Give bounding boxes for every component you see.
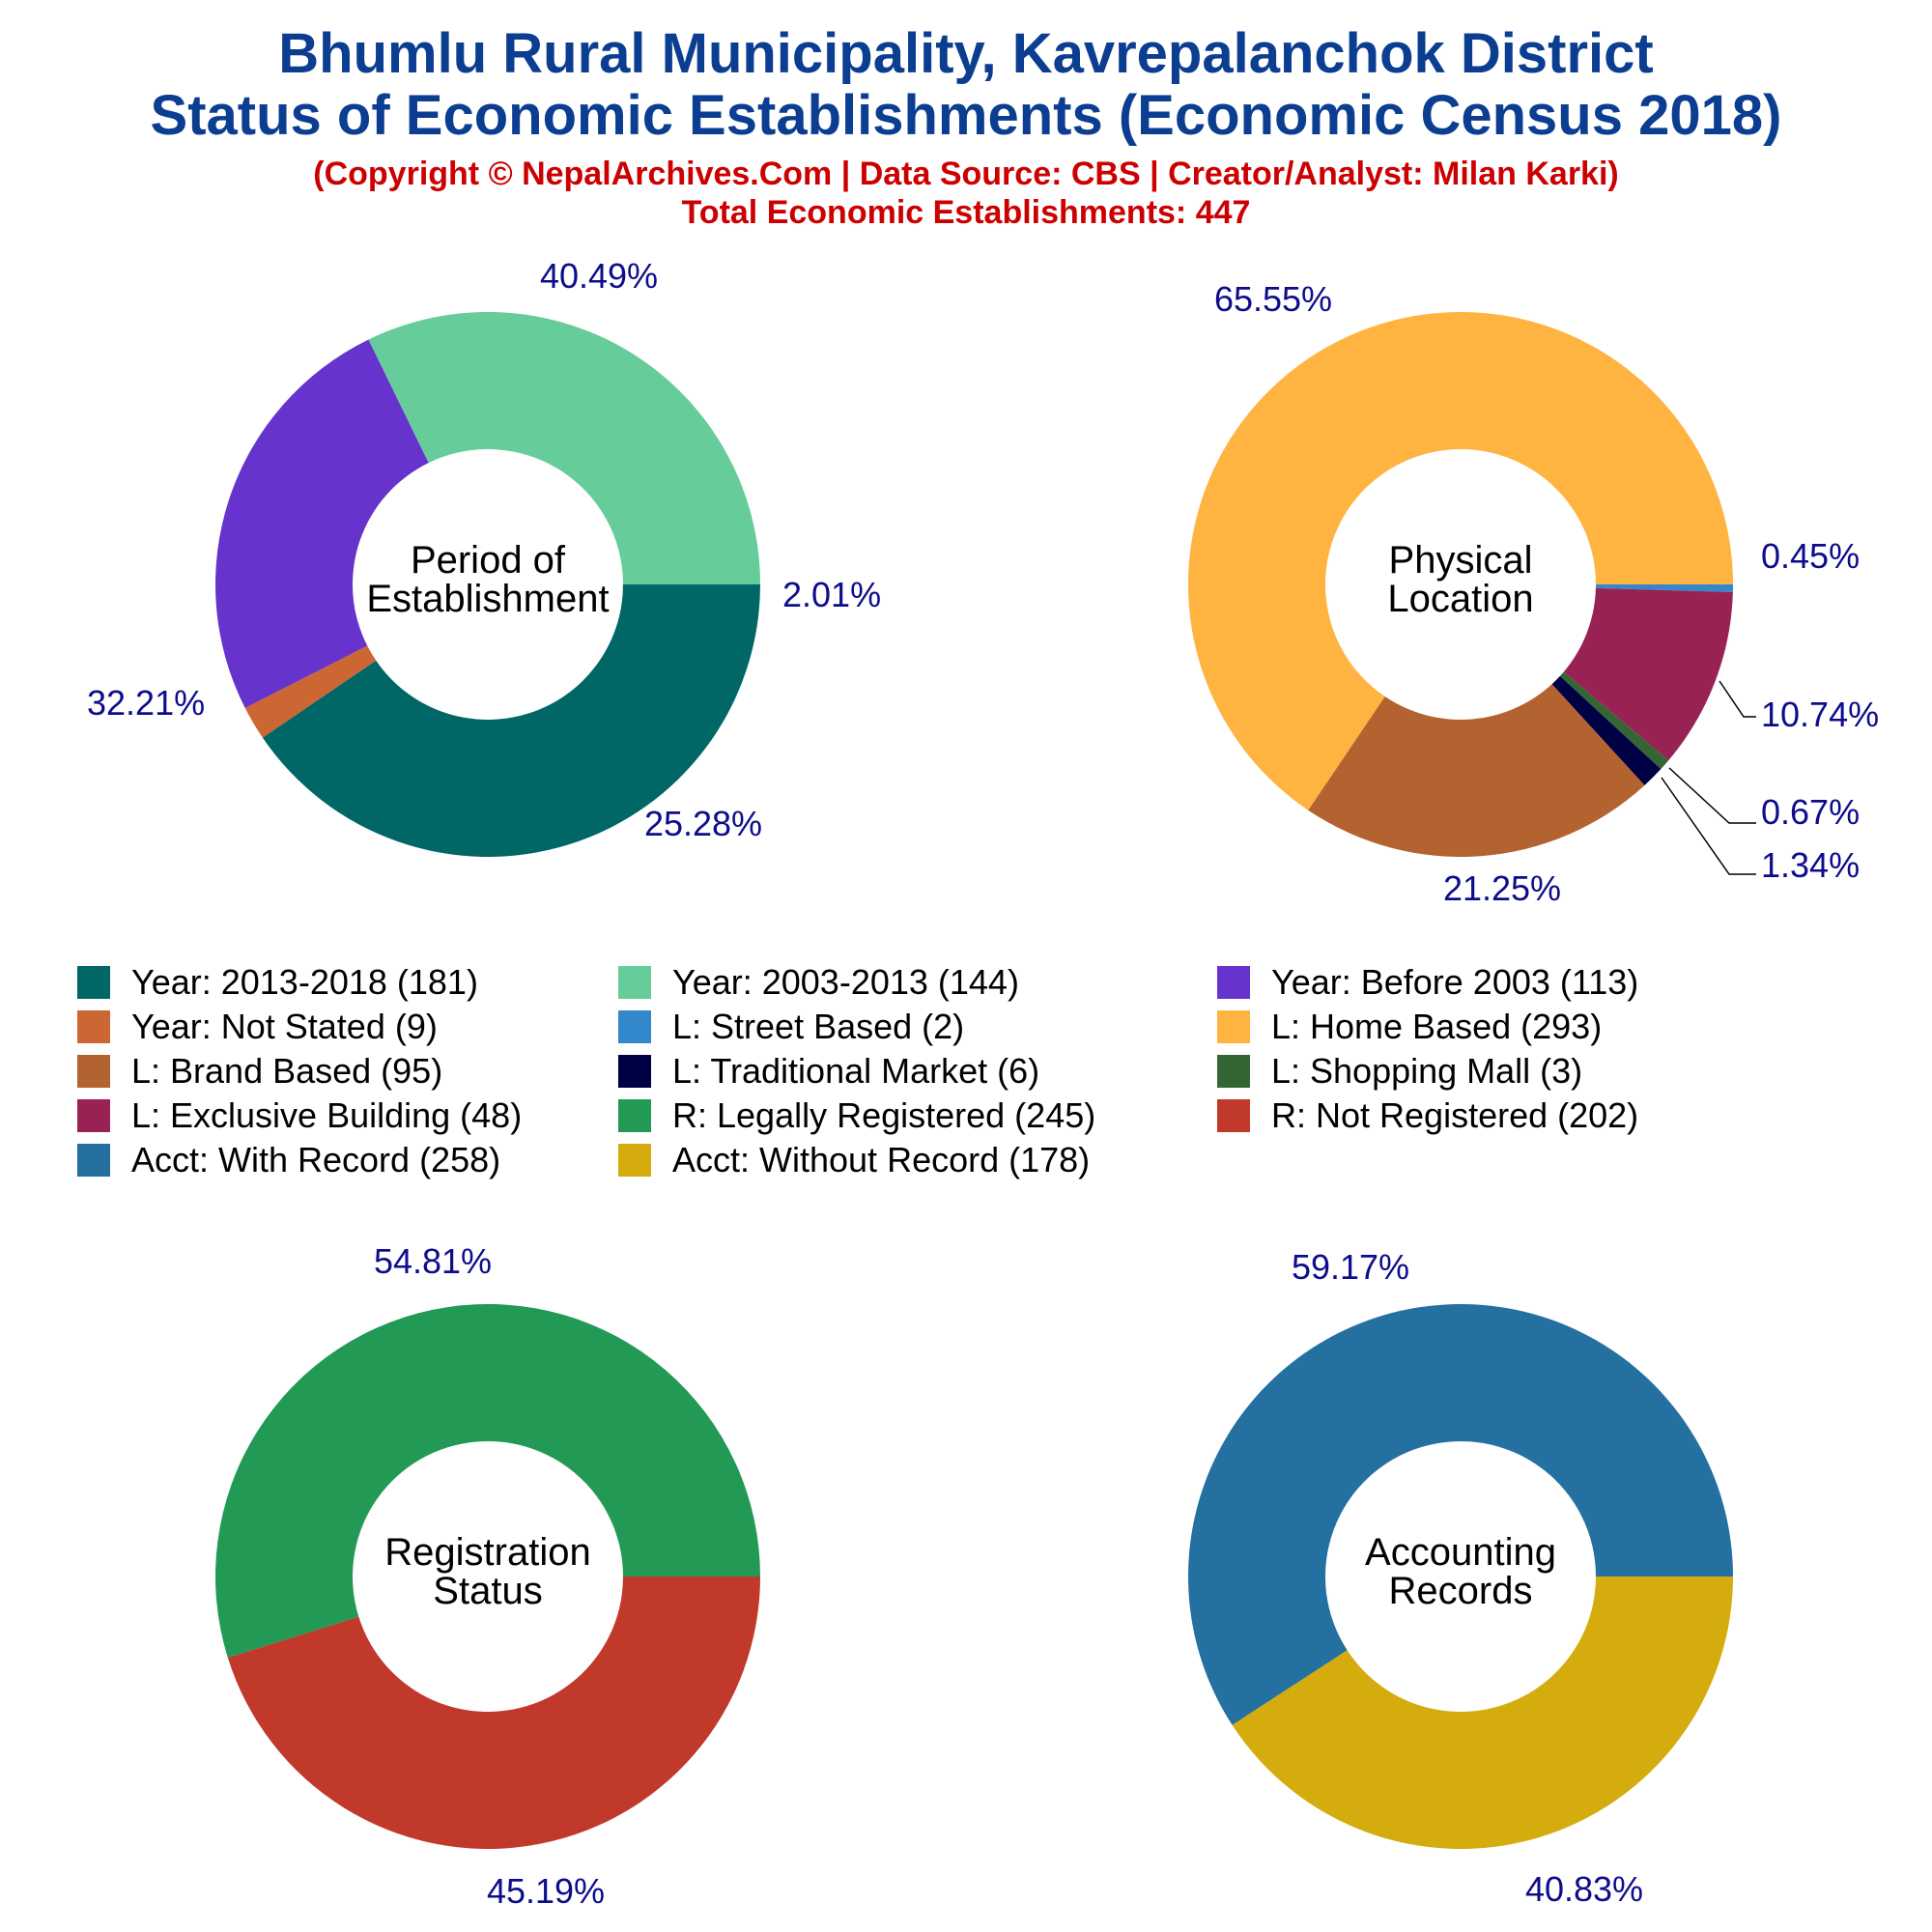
total-establishments: Total Economic Establishments: 447 bbox=[681, 194, 1251, 231]
donut-center-label: Accounting bbox=[1365, 1531, 1556, 1574]
legend-item: R: Legally Registered (245) bbox=[618, 1094, 1095, 1137]
label-leader-line bbox=[1661, 777, 1756, 875]
legend-swatch bbox=[618, 1144, 651, 1177]
donut-slice bbox=[214, 339, 429, 708]
chart-title-line1: Bhumlu Rural Municipality, Kavrepalancho… bbox=[278, 22, 1654, 85]
slice-percent-label: 2.01% bbox=[782, 575, 881, 614]
legend-item: L: Shopping Mall (3) bbox=[1217, 1050, 1582, 1093]
slice-percent-label: 0.67% bbox=[1761, 792, 1860, 832]
slice-percent-label: 59.17% bbox=[1292, 1247, 1409, 1287]
donut-slice bbox=[368, 312, 760, 584]
legend-item: Acct: Without Record (178) bbox=[618, 1139, 1090, 1181]
legend-item: L: Home Based (293) bbox=[1217, 1006, 1602, 1048]
slice-percent-label: 32.21% bbox=[87, 683, 205, 723]
slice-percent-label: 40.83% bbox=[1525, 1869, 1643, 1909]
legend-label: Year: 2003-2013 (144) bbox=[672, 962, 1019, 1002]
legend-label: R: Not Registered (202) bbox=[1271, 1095, 1639, 1135]
legend-item: Year: 2013-2018 (181) bbox=[77, 961, 478, 1004]
donut-center-label: Registration bbox=[384, 1531, 590, 1574]
donut-slice bbox=[1187, 311, 1733, 810]
legend-swatch bbox=[77, 1144, 110, 1177]
label-leader-line bbox=[1719, 680, 1756, 718]
copyright-line: (Copyright © NepalArchives.Com | Data So… bbox=[313, 156, 1619, 192]
donut-slice bbox=[1563, 587, 1733, 761]
legend-item: Acct: With Record (258) bbox=[77, 1139, 500, 1181]
legend-swatch bbox=[618, 1055, 651, 1088]
legend-item: R: Not Registered (202) bbox=[1217, 1094, 1638, 1137]
slice-percent-label: 1.34% bbox=[1761, 845, 1860, 885]
slice-percent-label: 65.55% bbox=[1214, 279, 1332, 319]
legend-label: Acct: Without Record (178) bbox=[672, 1140, 1091, 1179]
legend-label: Year: 2013-2018 (181) bbox=[131, 962, 478, 1002]
donut-center-label: Location bbox=[1387, 578, 1533, 620]
legend-item: Year: Not Stated (9) bbox=[77, 1006, 438, 1048]
slice-percent-label: 21.25% bbox=[1443, 868, 1561, 908]
slice-percent-label: 40.49% bbox=[540, 256, 658, 296]
slice-percent-label: 54.81% bbox=[374, 1241, 492, 1281]
legend-label: L: Brand Based (95) bbox=[131, 1051, 443, 1091]
donut-slice bbox=[1187, 1303, 1733, 1725]
legend-swatch bbox=[1217, 1010, 1250, 1043]
donut-center-label: Establishment bbox=[366, 578, 609, 620]
legend-item: L: Street Based (2) bbox=[618, 1006, 964, 1048]
legend-item: L: Traditional Market (6) bbox=[618, 1050, 1039, 1093]
legend-swatch bbox=[618, 1099, 651, 1132]
legend-swatch bbox=[1217, 966, 1250, 999]
donut-center-label: Physical bbox=[1389, 539, 1533, 582]
donut-slice bbox=[1232, 1577, 1733, 1849]
legend-label: L: Traditional Market (6) bbox=[672, 1051, 1040, 1091]
legend-swatch bbox=[1217, 1055, 1250, 1088]
donut-slice bbox=[1559, 671, 1669, 770]
donut-chart-1: 40.49% 2.01% 25.28% 32.21% Period ofEstablis… bbox=[87, 256, 881, 858]
legend-label: R: Legally Registered (245) bbox=[672, 1095, 1096, 1135]
legend-swatch bbox=[77, 1099, 110, 1132]
legend-label: L: Shopping Mall (3) bbox=[1271, 1051, 1583, 1091]
legend-swatch bbox=[618, 966, 651, 999]
donut-slice bbox=[1308, 684, 1645, 858]
legend-swatch bbox=[77, 1055, 110, 1088]
legend-swatch bbox=[1217, 1099, 1250, 1132]
donut-slice bbox=[214, 1304, 760, 1658]
donut-center-label: Period of bbox=[411, 539, 566, 582]
chart-title-line2: Status of Economic Establishments (Econo… bbox=[150, 84, 1782, 147]
donut-slice bbox=[227, 1577, 761, 1849]
slice-percent-label: 0.45% bbox=[1761, 536, 1860, 576]
donut-slice bbox=[244, 645, 377, 738]
legend-label: L: Exclusive Building (48) bbox=[131, 1095, 523, 1135]
legend-item: L: Brand Based (95) bbox=[77, 1050, 442, 1093]
donut-slice bbox=[1551, 675, 1662, 785]
legend-label: Year: Before 2003 (113) bbox=[1271, 962, 1639, 1002]
legend-label: Acct: With Record (258) bbox=[131, 1140, 501, 1179]
legend-swatch bbox=[77, 966, 110, 999]
legend-item: Year: 2003-2013 (144) bbox=[618, 961, 1019, 1004]
legend-label: L: Street Based (2) bbox=[672, 1007, 965, 1046]
legend-label: L: Home Based (293) bbox=[1271, 1007, 1603, 1046]
legend-item: L: Exclusive Building (48) bbox=[77, 1094, 522, 1137]
donut-chart-2: 0.45% 10.74% 0.67% 1.34% 21.25% 65.55% Physica… bbox=[1187, 279, 1879, 908]
legend-item: Year: Before 2003 (113) bbox=[1217, 961, 1638, 1004]
slice-percent-label: 10.74% bbox=[1761, 695, 1879, 734]
donut-slice bbox=[262, 584, 761, 858]
legend-label: Year: Not Stated (9) bbox=[131, 1007, 438, 1046]
donut-center-label: Records bbox=[1389, 1570, 1533, 1612]
legend-swatch bbox=[77, 1010, 110, 1043]
slice-percent-label: 25.28% bbox=[644, 804, 762, 843]
slice-percent-label: 45.19% bbox=[487, 1871, 605, 1911]
legend-swatch bbox=[618, 1010, 651, 1043]
donut-slice bbox=[1595, 584, 1734, 592]
label-leader-line bbox=[1668, 767, 1756, 824]
donut-center-label: Status bbox=[433, 1570, 542, 1612]
